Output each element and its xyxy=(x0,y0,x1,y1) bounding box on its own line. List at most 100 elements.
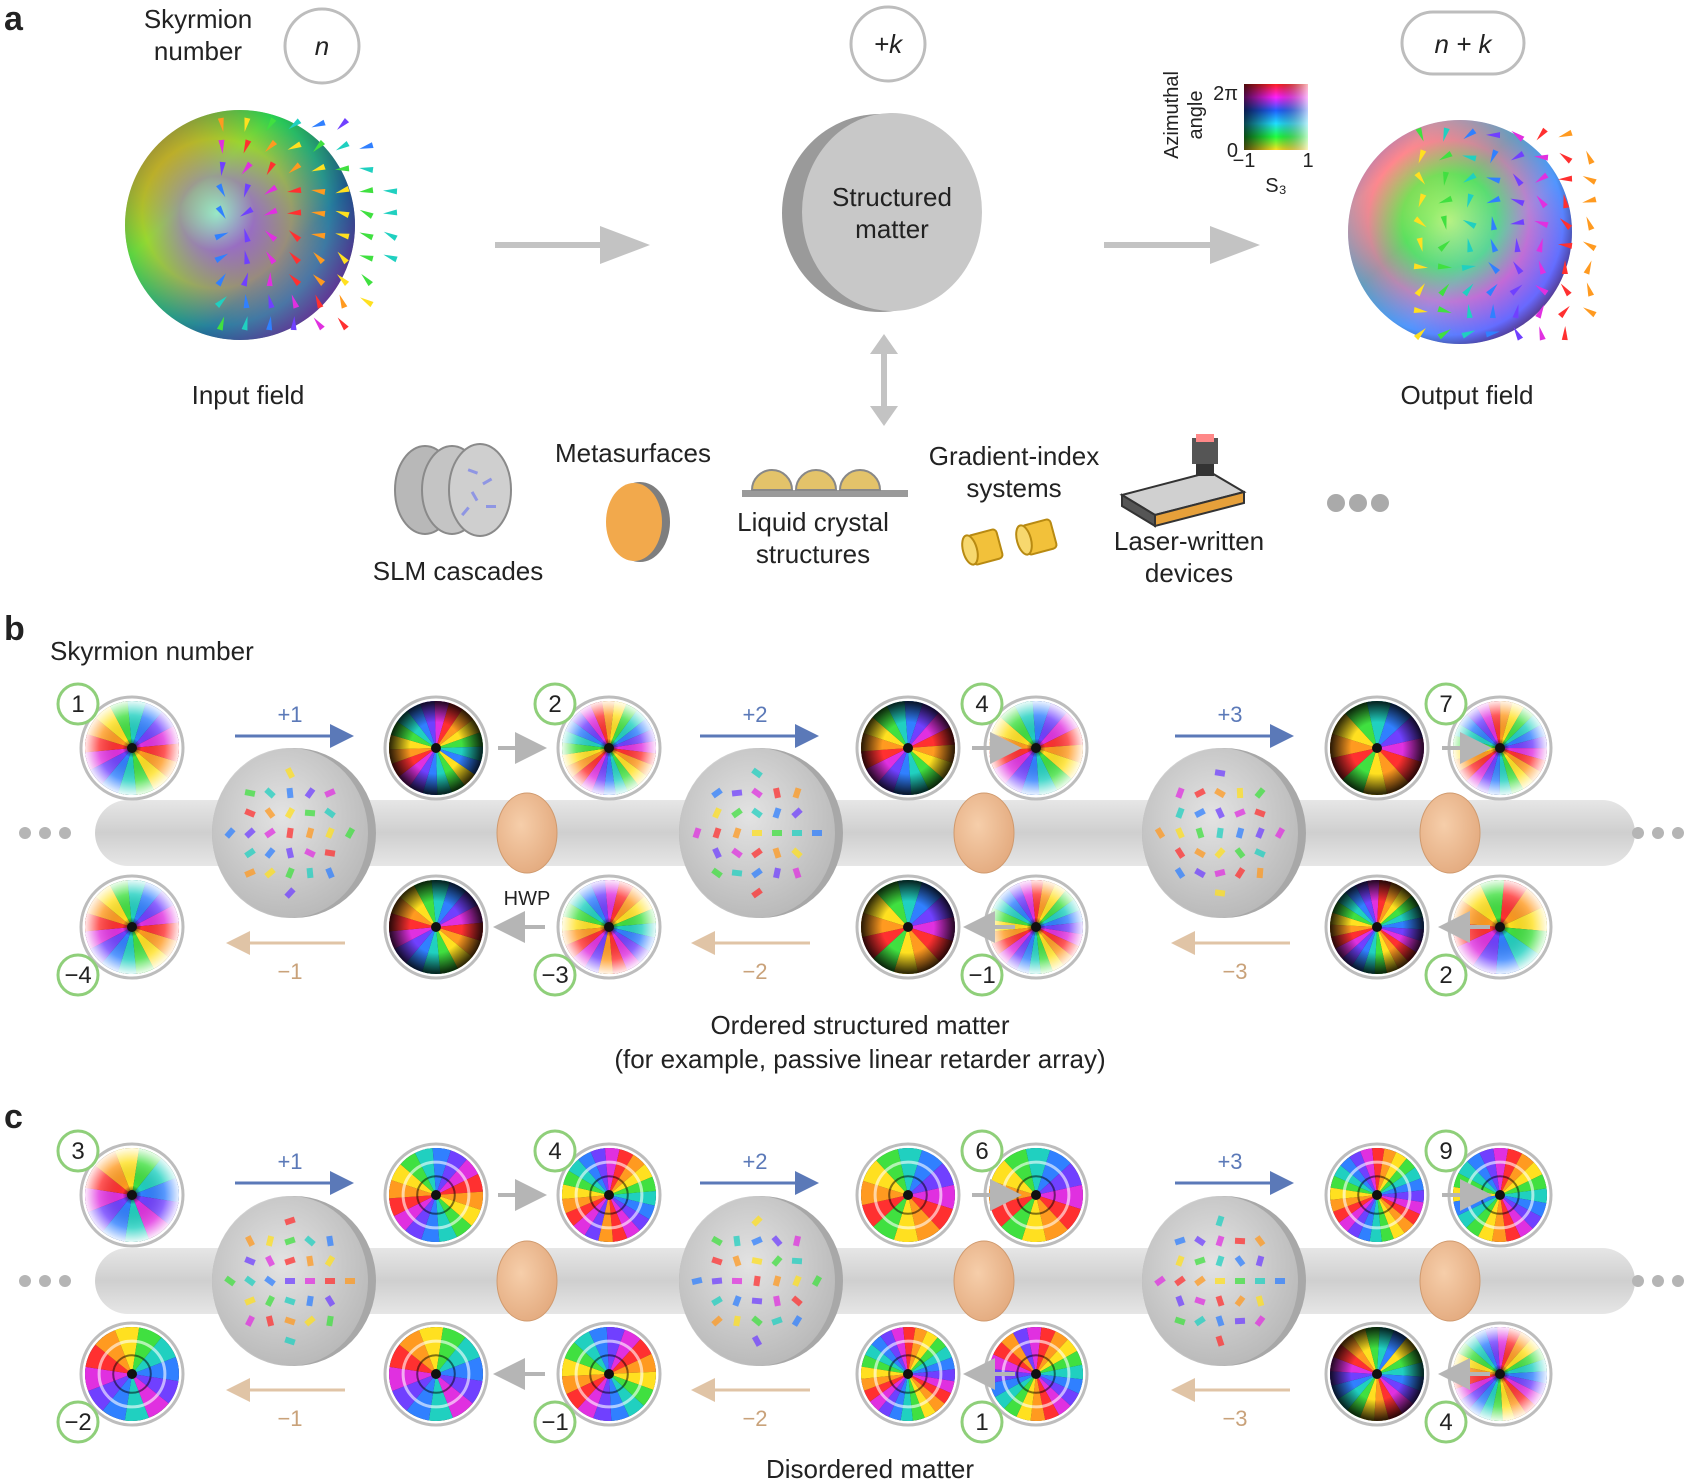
skyrmion-label-line2: number xyxy=(154,36,242,66)
retarder-element xyxy=(1274,827,1286,839)
retarder-element xyxy=(732,1295,742,1307)
vector-arrow-icon xyxy=(218,139,225,154)
vector-arrow-icon xyxy=(383,231,398,241)
colorbar-title-1: Azimuthal xyxy=(1161,71,1183,159)
skyrmion-number-badge: 3 xyxy=(56,1129,100,1173)
vector-arrow-icon xyxy=(1489,304,1496,319)
retarder-element xyxy=(1236,787,1244,799)
retarder-element xyxy=(224,827,236,839)
retarder-element xyxy=(1235,827,1245,839)
retarder-element xyxy=(304,848,316,858)
retarder-element xyxy=(812,830,822,836)
retarder-element xyxy=(751,847,763,859)
panel-b-title: Skyrmion number xyxy=(50,636,254,666)
vector-arrow-icon xyxy=(1467,193,1474,208)
vector-arrow-icon xyxy=(1561,260,1568,275)
retarder-element xyxy=(284,1256,296,1266)
input-field-label: Input field xyxy=(192,380,305,410)
retarder-element xyxy=(1216,827,1224,839)
retarder-element xyxy=(285,867,295,879)
retarder-element xyxy=(324,1295,336,1307)
half-wave-plate xyxy=(953,1240,1015,1322)
skyrmion-number: 4 xyxy=(1439,1409,1452,1436)
retarder-element xyxy=(264,847,276,859)
retarder-element xyxy=(244,847,256,859)
colorbar-title-2: angle xyxy=(1185,91,1207,140)
skyrmion-field-image xyxy=(855,1321,961,1427)
vector-arrow-icon xyxy=(1486,132,1501,139)
vector-arrow-icon xyxy=(264,230,278,242)
retarder-element xyxy=(731,869,743,877)
vector-arrow-icon xyxy=(1586,282,1595,297)
retarder-element xyxy=(791,1315,803,1327)
skyrmion-field-image xyxy=(855,695,961,801)
retarder-element xyxy=(285,1278,295,1284)
backward-step-label: −3 xyxy=(1222,959,1247,984)
vector-arrow-icon xyxy=(289,251,301,265)
vector-arrow-icon xyxy=(1535,284,1549,296)
structured-matter-label-1: Structured xyxy=(832,182,952,212)
retarder-plate xyxy=(679,1196,843,1366)
vector-arrow-icon xyxy=(1512,304,1519,319)
vector-arrow-icon xyxy=(1582,241,1597,252)
nk-badge xyxy=(1400,10,1526,76)
retarder-element xyxy=(1214,769,1226,777)
vector-arrow-icon xyxy=(1558,242,1573,249)
nk-symbol: n + k xyxy=(1434,29,1493,59)
skyrmion-number-badge: 1 xyxy=(960,1400,1004,1444)
retarder-element xyxy=(224,1275,236,1287)
retarder-plate xyxy=(212,1196,376,1366)
retarder-element xyxy=(1234,847,1246,859)
retarder-plate xyxy=(212,748,376,918)
vector-arrow-icon xyxy=(335,233,350,240)
laser-written-label-1: Laser-written xyxy=(1114,526,1264,556)
skyrmion-number: 4 xyxy=(548,1138,561,1165)
skyrmion-number: −1 xyxy=(968,962,995,989)
vector-arrow-icon xyxy=(1463,128,1477,140)
more-devices-ellipsis xyxy=(1327,494,1389,512)
skyrmion-number-badge: 4 xyxy=(960,682,1004,726)
panel-b-caption-2: (for example, passive linear retarder ar… xyxy=(614,1044,1105,1074)
retarder-element xyxy=(772,807,782,819)
retarder-element xyxy=(773,787,781,799)
retarder-element xyxy=(1215,1295,1225,1307)
retarder-element xyxy=(1234,867,1246,879)
skyrmion-field-image xyxy=(556,874,662,980)
vector-arrow-icon xyxy=(1438,283,1450,297)
metasurfaces-label: Metasurfaces xyxy=(555,438,711,468)
structured-matter-disk xyxy=(782,113,982,312)
retarder-element xyxy=(264,827,276,839)
skyrmion-field-image xyxy=(383,1321,489,1427)
retarder-element xyxy=(1174,867,1186,879)
skyrmion-number: −1 xyxy=(541,1409,568,1436)
retarder-element xyxy=(711,1256,723,1266)
retarder-element xyxy=(1194,1315,1206,1327)
vector-arrow-icon xyxy=(313,139,326,152)
output-field-label: Output field xyxy=(1401,380,1534,410)
panel-label-c: c xyxy=(4,1098,23,1136)
retarder-element xyxy=(284,807,296,819)
vector-arrow-icon xyxy=(1511,130,1525,142)
vector-arrow-icon xyxy=(243,294,250,309)
vector-arrow-icon xyxy=(216,183,226,198)
retarder-element xyxy=(244,827,256,839)
retarder-element xyxy=(751,1315,763,1327)
retarder-element xyxy=(1254,787,1266,799)
retarder-element xyxy=(792,1275,802,1287)
retarder-element xyxy=(1255,1255,1265,1267)
retarder-element xyxy=(284,887,296,899)
retarder-element xyxy=(811,1275,823,1287)
vector-arrow-icon xyxy=(1461,265,1476,271)
skyrmion-field-image xyxy=(383,874,489,980)
skyrmion-number: 1 xyxy=(975,1409,988,1436)
vector-arrow-icon xyxy=(315,294,324,309)
vector-arrow-icon xyxy=(1490,238,1499,253)
skyrmion-field-image xyxy=(1324,1142,1430,1248)
vector-arrow-icon xyxy=(1536,195,1548,209)
retarder-element xyxy=(791,807,803,819)
retarder-element xyxy=(264,867,276,879)
vector-arrow-icon xyxy=(1413,328,1426,341)
half-wave-plate xyxy=(496,1240,558,1322)
forward-step-label: +3 xyxy=(1217,1149,1242,1174)
skyrmion-field-image xyxy=(1447,695,1553,801)
